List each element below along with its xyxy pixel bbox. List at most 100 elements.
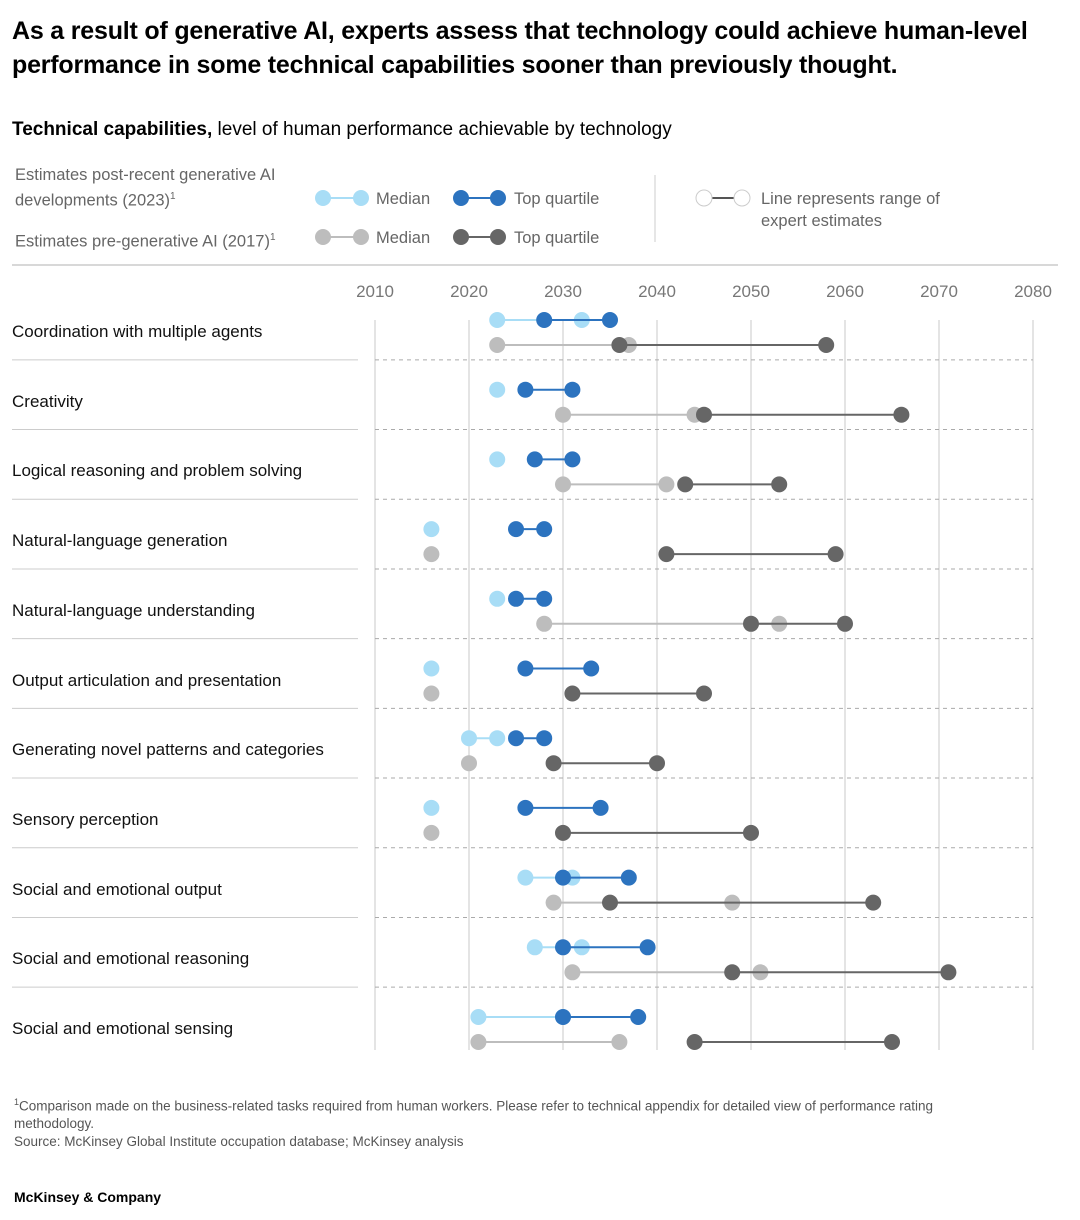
median_2023-min-dot — [423, 660, 440, 677]
row-label: Social and emotional output — [12, 879, 222, 899]
top_2017-max-dot — [827, 546, 844, 563]
top_2023-max-dot — [536, 521, 553, 538]
row-label: Coordination with multiple agents — [12, 322, 263, 341]
top_2017-min-dot — [564, 685, 581, 702]
median_2023-min-dot — [423, 799, 440, 816]
top_2023-min-dot — [508, 590, 524, 607]
top_2017-max-dot — [649, 755, 665, 772]
legend-range-dot — [695, 189, 713, 207]
row-label: Natural-language understanding — [12, 600, 255, 620]
legend-top-2023-dot — [453, 190, 469, 206]
x-tick-label: 2050 — [732, 282, 770, 301]
row-label: Natural-language generation — [12, 531, 228, 551]
footnote-text: Comparison made on the business-related … — [14, 1098, 933, 1132]
median_2023-min-dot — [470, 1009, 487, 1025]
top_2017-min-dot — [686, 1034, 703, 1050]
top_2023-min-dot — [555, 939, 571, 956]
legend-top-2023-dot — [490, 190, 506, 206]
x-tick-label: 2070 — [920, 282, 958, 301]
top_2017-min-dot — [743, 615, 759, 632]
row-label: Output articulation and presentation — [12, 670, 282, 690]
x-tick-label: 2010 — [356, 282, 394, 301]
median_2017-min-dot — [470, 1034, 487, 1050]
median_2017-min-dot — [564, 964, 581, 981]
x-tick-label: 2040 — [638, 282, 676, 301]
median_2017-min-dot — [461, 755, 477, 772]
median_2017-min-dot — [423, 685, 440, 702]
row-label: Creativity — [12, 391, 83, 411]
top_2023-max-dot — [536, 730, 553, 747]
median_2017-max-dot — [611, 1034, 628, 1050]
top_2017-min-dot — [545, 755, 562, 772]
median_2023-min-dot — [517, 869, 534, 886]
top_2023-max-dot — [583, 660, 600, 677]
x-tick-label: 2060 — [826, 282, 864, 301]
row-label: Logical reasoning and problem solving — [12, 461, 303, 481]
top_2017-max-dot — [696, 685, 712, 702]
legend-range-dot — [733, 189, 751, 207]
median_2023-min-dot — [489, 451, 506, 468]
top_2017-max-dot — [743, 824, 759, 841]
row-label: Sensory perception — [12, 809, 159, 829]
top_2017-min-dot — [555, 824, 571, 841]
median_2017-min-dot — [423, 546, 440, 563]
top_2023-max-dot — [564, 381, 581, 398]
legend-pre-label: Estimates pre-generative AI (2017)1 — [15, 232, 276, 251]
footnote: 1Comparison made on the business-related… — [14, 1094, 994, 1150]
median_2023-max-dot — [489, 730, 506, 747]
median_2017-min-dot — [489, 337, 506, 353]
top_2017-min-dot — [611, 337, 628, 353]
top_2023-min-dot — [517, 660, 534, 677]
top_2023-min-dot — [526, 451, 543, 468]
row-label: Generating novel patterns and categories — [12, 740, 324, 760]
subtitle-bold: Technical capabilities, — [12, 119, 213, 140]
chart-title: As a result of generative AI, experts as… — [12, 17, 1028, 79]
legend-median-2017-dot — [353, 229, 369, 245]
top_2017-min-dot — [658, 546, 675, 563]
median_2017-min-dot — [423, 824, 440, 841]
legend-top-2017-dot — [453, 229, 469, 245]
x-tick-label: 2030 — [544, 282, 582, 301]
top_2023-min-dot — [555, 1009, 571, 1025]
source-text: Source: McKinsey Global Institute occupa… — [14, 1133, 464, 1149]
legend-top-2017: Top quartile — [514, 229, 600, 247]
legend-median-2023: Median — [376, 190, 431, 208]
x-tick-label: 2080 — [1014, 282, 1052, 301]
median_2017-max-dot — [658, 476, 675, 493]
top_2017-max-dot — [818, 337, 835, 353]
top_2023-max-dot — [620, 869, 637, 886]
median_2017-min-dot — [545, 894, 562, 911]
top_2017-max-dot — [940, 964, 957, 981]
top_2017-max-dot — [837, 615, 853, 632]
top_2023-max-dot — [630, 1009, 647, 1025]
median_2023-min-dot — [489, 312, 506, 328]
top_2023-max-dot — [564, 451, 581, 468]
legend-range-note: Line represents range of expert estimate… — [761, 190, 940, 230]
legend-median-2017: Median — [376, 229, 431, 247]
top_2023-min-dot — [508, 521, 524, 538]
median_2017-min-dot — [536, 615, 553, 632]
median_2023-min-dot — [461, 730, 477, 747]
dumbbell-chart: 2010 2020 2030 2040 2050 2060 2070 2080 — [12, 175, 1058, 1050]
row-label: Social and emotional sensing — [12, 1019, 234, 1038]
top_2023-max-dot — [536, 590, 553, 607]
subtitle-rest: level of human performance achievable by… — [212, 119, 672, 140]
top_2017-max-dot — [771, 476, 788, 493]
top_2023-min-dot — [555, 869, 571, 886]
top_2017-min-dot — [602, 894, 618, 911]
row-label: Social and emotional reasoning — [12, 949, 250, 969]
legend-top-2023: Top quartile — [514, 190, 600, 208]
median_2023-min-dot — [526, 939, 543, 956]
top_2017-min-dot — [724, 964, 741, 981]
median_2017-min-dot — [555, 476, 571, 493]
top_2023-max-dot — [592, 799, 609, 816]
legend-median-2023-dot — [353, 190, 369, 206]
top_2017-min-dot — [696, 406, 712, 423]
top_2023-min-dot — [508, 730, 524, 747]
top_2023-min-dot — [517, 799, 534, 816]
legend-post-label: Estimates post-recent generative AI deve… — [15, 166, 276, 210]
top_2023-min-dot — [517, 381, 534, 398]
legend-median-2017-dot — [315, 229, 331, 245]
top_2017-min-dot — [677, 476, 694, 493]
top_2023-max-dot — [639, 939, 656, 956]
